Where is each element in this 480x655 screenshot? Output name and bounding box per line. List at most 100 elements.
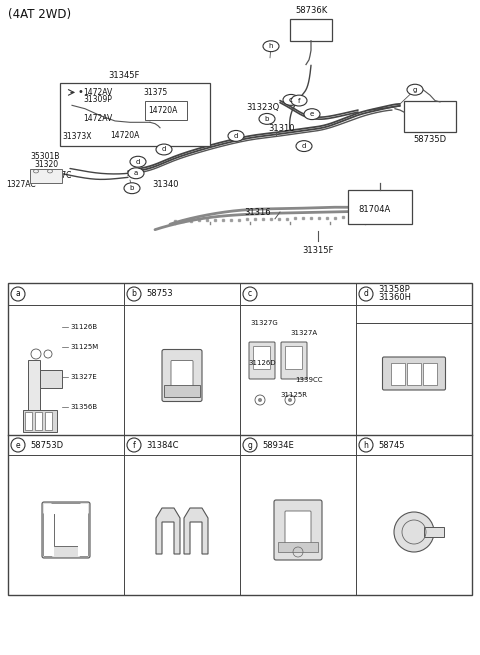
Text: 58745: 58745 (378, 441, 405, 449)
Bar (290, 19, 332, 41)
Circle shape (130, 157, 146, 167)
Text: 31327G: 31327G (250, 320, 278, 326)
Text: 58753: 58753 (146, 290, 173, 299)
Text: h: h (363, 441, 369, 449)
FancyBboxPatch shape (286, 346, 302, 369)
Circle shape (259, 113, 275, 124)
Polygon shape (184, 508, 208, 554)
Text: 31320: 31320 (34, 160, 58, 169)
Text: e: e (16, 441, 20, 449)
Circle shape (359, 438, 373, 452)
Bar (54, 510, 78, 546)
Bar (391, 362, 405, 384)
FancyBboxPatch shape (249, 342, 275, 379)
Circle shape (296, 141, 312, 151)
Bar (404, 101, 456, 132)
Circle shape (283, 94, 299, 105)
Bar (424, 527, 444, 537)
Text: 31126D: 31126D (248, 360, 276, 366)
Text: 31126B: 31126B (70, 324, 97, 330)
Text: 31309P: 31309P (83, 95, 112, 103)
Text: 31315F: 31315F (302, 246, 334, 255)
Text: 35301B: 35301B (30, 152, 60, 160)
Text: d: d (234, 133, 238, 139)
Text: 31125R: 31125R (280, 392, 307, 398)
Circle shape (359, 287, 373, 301)
Circle shape (291, 95, 307, 106)
Text: a: a (16, 290, 20, 299)
Bar (23, 410, 57, 432)
Bar (40, 370, 62, 388)
FancyBboxPatch shape (285, 511, 311, 549)
Text: 58934E: 58934E (262, 441, 294, 449)
Bar (60, 83, 210, 146)
Circle shape (243, 287, 257, 301)
Circle shape (228, 130, 244, 141)
Polygon shape (156, 508, 180, 554)
Bar (44, 504, 54, 556)
Text: d: d (162, 147, 166, 153)
Text: h: h (269, 43, 273, 49)
Circle shape (11, 438, 25, 452)
FancyBboxPatch shape (42, 502, 90, 558)
Text: d: d (363, 290, 369, 299)
Bar (30, 168, 62, 183)
Circle shape (288, 398, 292, 402)
Text: 58735D: 58735D (413, 134, 446, 143)
Text: 31310: 31310 (268, 124, 295, 133)
FancyBboxPatch shape (253, 346, 271, 369)
Bar (164, 384, 200, 396)
Circle shape (127, 287, 141, 301)
Circle shape (394, 512, 434, 552)
Circle shape (124, 183, 140, 194)
Text: g: g (248, 441, 252, 449)
FancyBboxPatch shape (162, 350, 202, 402)
FancyBboxPatch shape (281, 342, 307, 379)
Bar (48, 504, 84, 514)
Text: b: b (130, 185, 134, 191)
Text: 81704A: 81704A (358, 205, 390, 214)
Text: 31340: 31340 (152, 180, 179, 189)
Text: c: c (289, 97, 293, 103)
Bar (145, 101, 187, 120)
Bar (45, 412, 52, 430)
Text: 1327AC: 1327AC (6, 179, 36, 189)
Text: f: f (132, 441, 135, 449)
Circle shape (156, 144, 172, 155)
Text: 14720A: 14720A (110, 132, 139, 140)
Bar (423, 362, 437, 384)
Text: 31373X: 31373X (62, 132, 92, 141)
Circle shape (258, 398, 262, 402)
Text: c: c (248, 290, 252, 299)
Circle shape (407, 84, 423, 95)
Text: 31360H: 31360H (378, 293, 411, 303)
Circle shape (304, 109, 320, 120)
Text: 31125M: 31125M (70, 344, 98, 350)
Text: e: e (310, 111, 314, 117)
Text: b: b (132, 290, 136, 299)
Circle shape (128, 168, 144, 179)
Circle shape (11, 287, 25, 301)
Text: 58753D: 58753D (30, 441, 63, 449)
Text: 1472AV: 1472AV (83, 88, 112, 97)
Bar (278, 542, 318, 552)
Text: d: d (136, 159, 140, 164)
Text: b: b (265, 116, 269, 122)
Text: g: g (413, 86, 417, 93)
Text: 58736K: 58736K (295, 6, 327, 15)
Text: 31316: 31316 (245, 208, 271, 217)
Text: d: d (302, 143, 306, 149)
Text: 31323Q: 31323Q (246, 103, 279, 112)
Bar (8, 283, 472, 595)
Bar (25, 412, 32, 430)
Circle shape (127, 438, 141, 452)
Text: 31358P: 31358P (378, 286, 410, 295)
Text: 31384C: 31384C (146, 441, 179, 449)
Circle shape (263, 41, 279, 52)
Text: •: • (77, 87, 83, 98)
Bar (348, 190, 412, 224)
Text: f: f (298, 98, 300, 103)
Bar (35, 412, 42, 430)
Text: 1339CC: 1339CC (295, 377, 323, 383)
Text: (4AT 2WD): (4AT 2WD) (8, 8, 71, 21)
